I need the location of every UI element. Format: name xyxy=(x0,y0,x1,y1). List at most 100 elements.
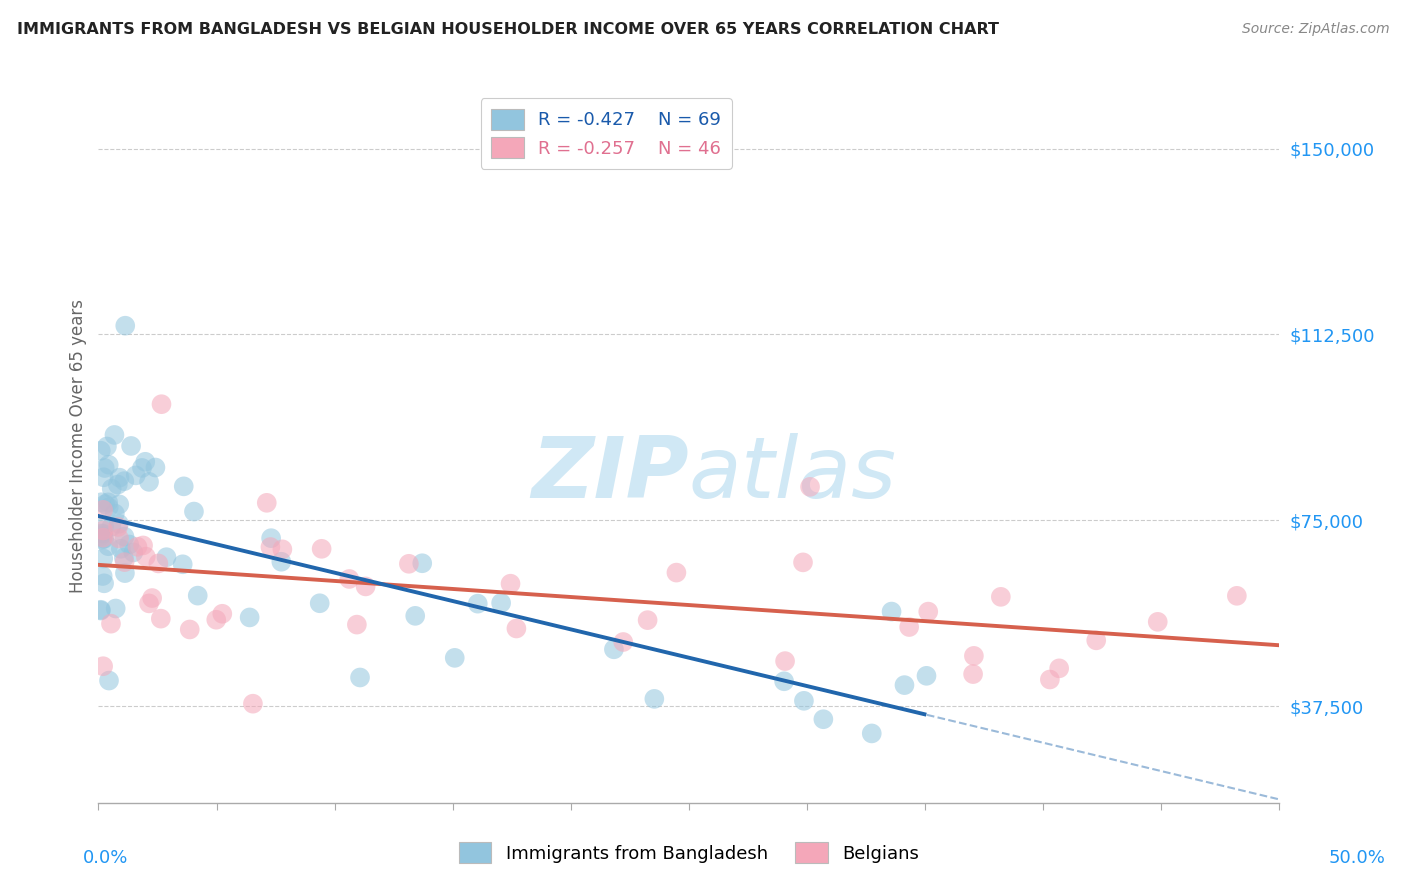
Point xyxy=(135,549,157,564)
Point xyxy=(354,579,377,593)
Point xyxy=(91,551,114,566)
Text: ZIP: ZIP xyxy=(531,433,689,516)
Point xyxy=(132,538,155,552)
Point xyxy=(91,503,114,517)
Point xyxy=(100,616,122,631)
Point xyxy=(239,610,262,624)
Point xyxy=(179,623,201,637)
Point xyxy=(898,620,921,634)
Point xyxy=(97,500,120,515)
Point xyxy=(90,495,112,509)
Point xyxy=(97,495,120,509)
Point xyxy=(104,507,127,521)
Point xyxy=(917,605,939,619)
Point xyxy=(112,550,135,565)
Point xyxy=(404,608,426,623)
Point xyxy=(138,475,160,489)
Point xyxy=(134,455,156,469)
Point xyxy=(91,659,114,673)
Point xyxy=(107,477,129,491)
Point xyxy=(793,694,815,708)
Point xyxy=(270,555,292,569)
Point xyxy=(467,597,489,611)
Point xyxy=(211,607,233,621)
Point xyxy=(91,531,114,545)
Point xyxy=(90,603,112,617)
Y-axis label: Householder Income Over 65 years: Householder Income Over 65 years xyxy=(69,299,87,593)
Point xyxy=(962,667,984,681)
Point xyxy=(612,635,634,649)
Point xyxy=(346,617,368,632)
Point xyxy=(114,530,136,544)
Point xyxy=(93,461,115,475)
Point xyxy=(259,540,281,554)
Point xyxy=(148,557,170,571)
Point xyxy=(603,642,626,657)
Point xyxy=(114,318,136,333)
Point xyxy=(773,654,796,668)
Point xyxy=(242,697,264,711)
Point xyxy=(172,558,194,572)
Point xyxy=(256,496,278,510)
Point xyxy=(505,622,527,636)
Point xyxy=(138,596,160,610)
Point xyxy=(90,443,112,458)
Point xyxy=(104,601,127,615)
Point xyxy=(155,550,177,565)
Point xyxy=(915,669,938,683)
Point xyxy=(91,524,114,538)
Point xyxy=(97,539,120,553)
Point xyxy=(108,497,131,511)
Point xyxy=(183,504,205,518)
Point xyxy=(1085,633,1108,648)
Text: IMMIGRANTS FROM BANGLADESH VS BELGIAN HOUSEHOLDER INCOME OVER 65 YEARS CORRELATI: IMMIGRANTS FROM BANGLADESH VS BELGIAN HO… xyxy=(17,22,998,37)
Point xyxy=(665,566,688,580)
Point xyxy=(90,529,112,543)
Point xyxy=(271,542,294,557)
Point xyxy=(90,526,112,541)
Point xyxy=(93,519,115,533)
Point xyxy=(349,671,371,685)
Point xyxy=(398,557,420,571)
Point xyxy=(311,541,333,556)
Point xyxy=(131,461,153,475)
Point xyxy=(91,569,114,583)
Point xyxy=(990,590,1012,604)
Point xyxy=(880,605,903,619)
Point xyxy=(96,440,118,454)
Point xyxy=(150,397,173,411)
Point xyxy=(799,480,821,494)
Point xyxy=(411,556,433,570)
Text: 50.0%: 50.0% xyxy=(1329,849,1385,867)
Point xyxy=(127,540,149,554)
Point xyxy=(98,673,121,688)
Point xyxy=(91,526,114,541)
Point xyxy=(489,596,512,610)
Point xyxy=(91,533,114,547)
Point xyxy=(110,541,132,556)
Point xyxy=(813,712,835,726)
Point xyxy=(114,566,136,580)
Point xyxy=(97,458,120,472)
Point xyxy=(120,439,142,453)
Point xyxy=(90,603,112,617)
Point xyxy=(107,520,129,534)
Point xyxy=(100,520,122,534)
Point xyxy=(114,555,136,569)
Point xyxy=(173,479,195,493)
Point xyxy=(108,471,131,485)
Point xyxy=(443,651,465,665)
Point xyxy=(100,482,122,496)
Point xyxy=(1039,673,1062,687)
Point xyxy=(141,591,163,605)
Point xyxy=(1047,661,1070,675)
Point xyxy=(145,460,167,475)
Point xyxy=(112,474,135,488)
Point xyxy=(205,613,228,627)
Text: atlas: atlas xyxy=(689,433,897,516)
Point xyxy=(308,596,330,610)
Point xyxy=(893,678,915,692)
Point xyxy=(963,648,986,663)
Point xyxy=(122,545,145,559)
Point xyxy=(1146,615,1168,629)
